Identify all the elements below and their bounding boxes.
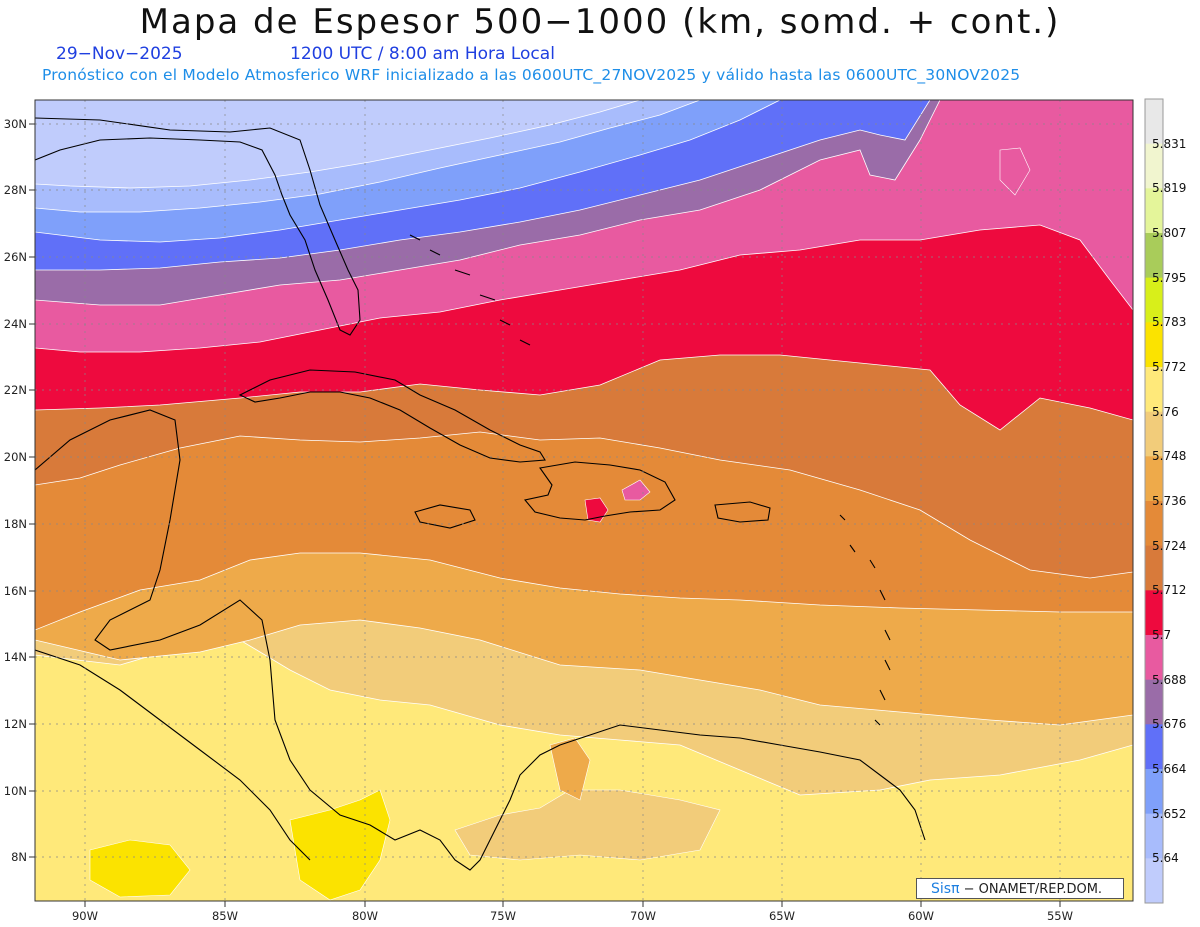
map-frame bbox=[34, 99, 1134, 902]
map-fill bbox=[35, 100, 1133, 901]
colorbar-swatch bbox=[1145, 858, 1163, 904]
colorbar-swatch bbox=[1145, 411, 1163, 457]
lon-labels: 90W 85W 80W 75W 70W 65W 60W 55W bbox=[72, 909, 1073, 923]
bahamas bbox=[409, 234, 531, 346]
lon-label: 75W bbox=[490, 909, 516, 923]
colorbar-swatch bbox=[1145, 277, 1163, 323]
lat-label: 26N bbox=[4, 250, 27, 264]
yucatan-coast bbox=[35, 409, 926, 871]
colorbar-swatch bbox=[1145, 99, 1163, 145]
lon-label: 90W bbox=[72, 909, 98, 923]
patch-5736-e bbox=[549, 737, 591, 801]
lat-label: 24N bbox=[4, 317, 27, 331]
colorbar-swatch bbox=[1145, 590, 1163, 636]
lat-label: 30N bbox=[4, 117, 27, 131]
lon-label: 65W bbox=[769, 909, 795, 923]
colorbar-label: 5.736 bbox=[1152, 494, 1187, 508]
colorbar-swatch bbox=[1145, 679, 1163, 725]
jamaica-coast bbox=[414, 504, 476, 529]
pacific-coast bbox=[35, 649, 311, 861]
lon-label: 55W bbox=[1047, 909, 1073, 923]
colorbar-swatch bbox=[1145, 501, 1163, 547]
puerto-rico-coast bbox=[714, 501, 771, 523]
colorbar-swatch bbox=[1145, 188, 1163, 234]
colorbar-swatch bbox=[1145, 724, 1163, 770]
lat-label: 8N bbox=[11, 850, 27, 864]
lat-label: 10N bbox=[4, 784, 27, 798]
ticks bbox=[29, 123, 1061, 907]
colorbar-label: 5.748 bbox=[1152, 449, 1187, 464]
colorbar-label: 5.676 bbox=[1152, 717, 1187, 732]
colorbar-label: 5.76 bbox=[1152, 404, 1179, 419]
colorbar-label: 5.772 bbox=[1152, 360, 1187, 374]
colorbar-label: 5.64 bbox=[1152, 851, 1179, 866]
patch-5772-a bbox=[289, 789, 391, 901]
watermark-text: − ONAMET/REP.DOM. bbox=[963, 882, 1103, 897]
lat-label: 28N bbox=[4, 183, 27, 197]
colorbar-swatch bbox=[1145, 813, 1163, 859]
hispaniola-coast bbox=[523, 461, 676, 521]
colorbar-label: 5.795 bbox=[1152, 270, 1187, 285]
colorbar-swatch bbox=[1145, 635, 1163, 681]
colorbar-label: 5.783 bbox=[1152, 315, 1187, 330]
colorbar bbox=[1144, 98, 1164, 904]
lat-label: 12N bbox=[4, 717, 27, 731]
colorbar-label: 5.688 bbox=[1152, 672, 1187, 687]
colorbar-label: 5.807 bbox=[1152, 226, 1187, 240]
gridlines bbox=[35, 100, 1133, 901]
lat-label: 22N bbox=[4, 383, 27, 397]
colorbar-swatch bbox=[1145, 322, 1163, 368]
lat-label: 18N bbox=[4, 517, 27, 531]
forecast-time: 1200 UTC / 8:00 am Hora Local bbox=[290, 44, 555, 64]
lat-labels: 30N 28N 26N 24N 22N 20N 18N 16N 14N 12N … bbox=[4, 117, 27, 864]
colorbar-label: 5.831 bbox=[1152, 136, 1187, 151]
patch-5688-east bbox=[999, 147, 1031, 196]
coastlines bbox=[35, 117, 926, 871]
colorbar-label: 5.712 bbox=[1152, 583, 1187, 598]
model-subtitle: Pronóstico con el Modelo Atmosferico WRF… bbox=[42, 66, 1021, 84]
colorbar-label: 5.819 bbox=[1152, 181, 1187, 196]
lon-label: 60W bbox=[908, 909, 934, 923]
lon-label: 80W bbox=[352, 909, 378, 923]
patch-5772-b bbox=[89, 839, 191, 898]
band-5628 bbox=[35, 100, 641, 189]
cuba-coast bbox=[238, 369, 546, 463]
colorbar-swatch bbox=[1145, 233, 1163, 279]
colorbar-label: 5.724 bbox=[1152, 538, 1187, 553]
lat-label: 16N bbox=[4, 584, 27, 598]
colorbar-swatch bbox=[1145, 769, 1163, 815]
onamet-watermark: Sisπ − ONAMET/REP.DOM. bbox=[916, 878, 1124, 899]
lesser-antilles bbox=[839, 514, 891, 726]
colorbar-swatch bbox=[1145, 456, 1163, 502]
colorbar-label: 5.664 bbox=[1152, 762, 1187, 776]
patch-5748-d bbox=[454, 789, 721, 861]
colorbar-swatch bbox=[1145, 143, 1163, 189]
sispi-logo: Sisπ bbox=[931, 881, 960, 897]
colorbar-frame bbox=[1144, 98, 1164, 904]
lon-label: 85W bbox=[212, 909, 238, 923]
map-title: Mapa de Espesor 500−1000 (km, somd. + co… bbox=[139, 2, 1061, 42]
colorbar-swatch bbox=[1145, 367, 1163, 413]
colorbar-swatch bbox=[1145, 545, 1163, 591]
forecast-date: 29−Nov−2025 bbox=[56, 44, 183, 64]
lat-label: 20N bbox=[4, 450, 27, 464]
colorbar-label: 5.652 bbox=[1152, 806, 1187, 821]
florida-coast bbox=[35, 117, 361, 336]
lat-label: 14N bbox=[4, 650, 27, 664]
lon-label: 70W bbox=[630, 909, 656, 923]
colorbar-label: 5.7 bbox=[1152, 628, 1172, 642]
